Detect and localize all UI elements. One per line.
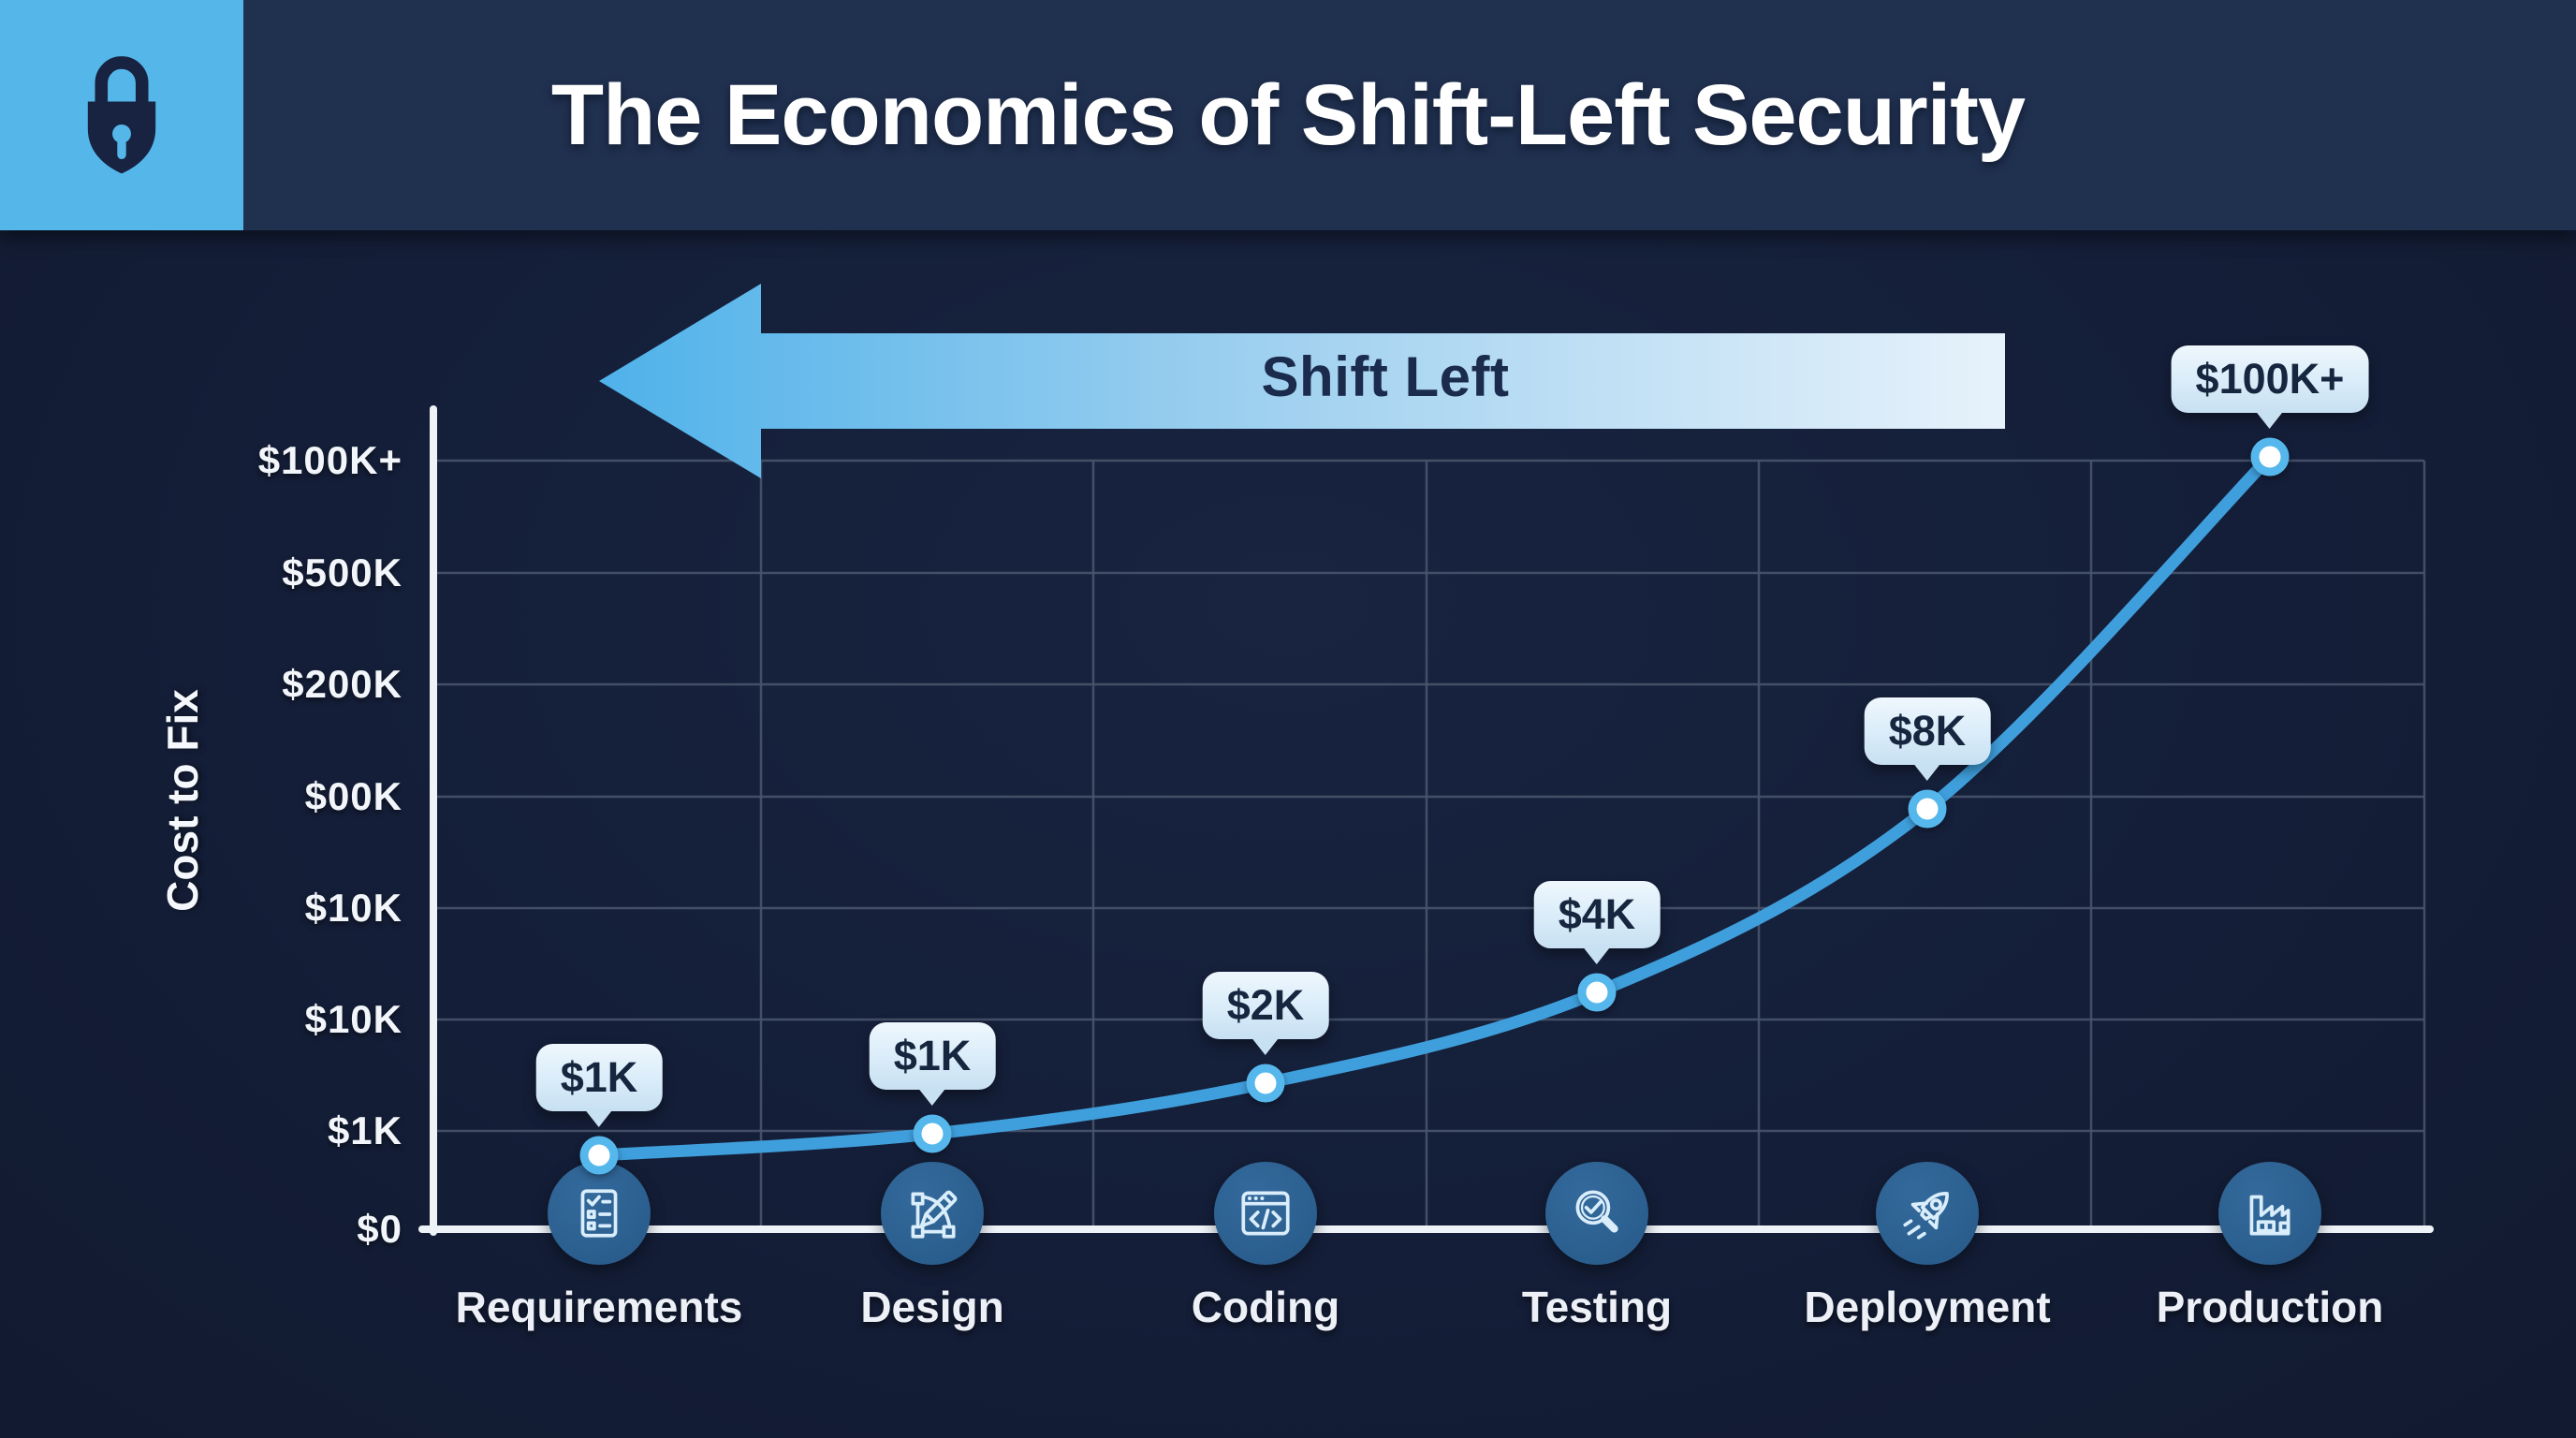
stage-label-testing: Testing <box>1521 1283 1673 1331</box>
data-point-requirements <box>579 1136 619 1175</box>
stage-badge-production <box>2218 1162 2321 1265</box>
cost-bubble-coding: $2K <box>1202 972 1329 1055</box>
data-point-production <box>2250 437 2290 477</box>
checklist-icon <box>580 1189 618 1238</box>
code-window-icon <box>1241 1191 1290 1236</box>
cost-bubble-design: $1K <box>869 1022 996 1106</box>
cost-bubble-deployment: $8K <box>1864 697 1991 781</box>
vector-design-icon <box>911 1190 958 1239</box>
stage-badge-deployment <box>1876 1162 1979 1265</box>
magnifier-check-icon <box>1575 1190 1618 1233</box>
y-tick-label: $00K <box>304 774 402 818</box>
stage-badge-requirements <box>548 1162 651 1265</box>
stage-label-production: Production <box>2156 1283 2384 1331</box>
rocket-icon <box>1903 1192 1949 1240</box>
cost-curve <box>593 450 2276 1162</box>
gridlines <box>433 459 2426 1229</box>
shift-left-arrow <box>599 284 2005 478</box>
y-tick-label: $0 <box>357 1207 402 1251</box>
cost-curve-layer <box>593 450 2276 1162</box>
data-point-testing <box>1577 973 1617 1012</box>
page-title: The Economics of Shift-Left Security <box>550 66 2026 163</box>
cost-bubble-production: $100K+ <box>2171 345 2369 429</box>
y-tick-label: $200K <box>282 662 402 706</box>
stage-label-requirements: Requirements <box>455 1283 743 1331</box>
logo-tile <box>0 0 243 230</box>
y-tick-label: $1K <box>327 1108 402 1152</box>
data-point-design <box>913 1114 952 1153</box>
y-tick-label: $100K+ <box>257 438 402 482</box>
stage-label-deployment: Deployment <box>1804 1283 2051 1331</box>
header: The Economics of Shift-Left Security <box>0 0 2576 230</box>
factory-icon <box>2249 1195 2291 1236</box>
axes <box>418 405 2434 1236</box>
cost-bubble-requirements: $1K <box>535 1044 663 1127</box>
y-tick-label: $10K <box>304 997 402 1041</box>
stage-label-coding: Coding <box>1191 1283 1340 1331</box>
y-tick-label: $500K <box>282 550 402 594</box>
data-point-deployment <box>1908 789 1947 829</box>
stage-label-design: Design <box>860 1283 1004 1331</box>
stage-badge-coding <box>1214 1162 1317 1265</box>
lock-icon <box>87 56 156 174</box>
cost-bubble-testing: $4K <box>1533 881 1661 964</box>
data-point-coding <box>1246 1064 1285 1103</box>
stage-badge-testing <box>1545 1162 1648 1265</box>
shift-left-label: Shift Left <box>1261 345 1510 409</box>
stage-badge-design <box>881 1162 984 1265</box>
y-tick-label: $10K <box>304 886 402 930</box>
